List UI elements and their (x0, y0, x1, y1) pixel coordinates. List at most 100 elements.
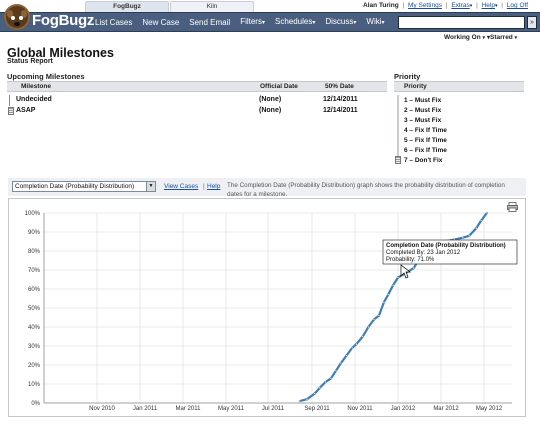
drag-handle[interactable] (8, 107, 14, 115)
print-icon[interactable] (507, 202, 518, 212)
y-tick-label: 60% (28, 287, 41, 293)
drag-handle[interactable] (9, 95, 14, 106)
chart-description: The Completion Date (Probability Distrib… (227, 182, 505, 198)
nav-wiki[interactable]: Wiki▾ (366, 17, 385, 26)
column-50-date: 50% Date (325, 83, 354, 90)
nav-schedules[interactable]: Schedules▾ (274, 17, 316, 26)
table-row[interactable]: ASAP (None) 12/14/2011 (7, 106, 387, 117)
x-tick-label: Jan 2011 (133, 406, 158, 412)
chevron-down-icon: ▾ (469, 3, 473, 9)
milestones-table-header: Milestone Official Date 50% Date (7, 81, 387, 92)
chevron-down-icon: ▾ (312, 20, 316, 26)
y-tick-label: 80% (28, 249, 41, 255)
star-icon: ▾ (487, 35, 491, 41)
series-line (299, 212, 488, 403)
x-tick-label: Mar 2012 (433, 406, 459, 412)
chevron-down-icon: ▾ (353, 20, 357, 26)
priority-item: 3 – Must Fix (404, 117, 442, 124)
tab-fogbugz[interactable]: FogBugz (85, 1, 169, 12)
y-tick-label: 40% (28, 325, 41, 331)
separator: | (476, 2, 478, 9)
priority-item: 5 – Fix If Time (404, 137, 447, 144)
log-off-link[interactable]: Log Off (506, 2, 528, 9)
nav-filters[interactable]: Filters▾ (240, 17, 265, 26)
tab-kiln[interactable]: Kiln (170, 1, 254, 12)
help-link[interactable]: Help (207, 183, 221, 190)
priority-table-header: Priority (394, 81, 524, 92)
data-point (367, 325, 370, 329)
data-point (334, 369, 338, 372)
separator: | (445, 2, 448, 9)
x-tick-label: Nov 2010 (89, 406, 115, 412)
y-tick-label: 100% (25, 211, 41, 217)
search-input[interactable] (398, 16, 525, 29)
milestone-half-date: 12/14/2011 (323, 107, 358, 114)
my-settings-link[interactable]: My Settings (408, 2, 442, 9)
y-tick-label: 70% (28, 268, 41, 274)
column-priority: Priority (404, 83, 427, 90)
tooltip-line: Probability: 71.0% (386, 257, 435, 263)
data-point (329, 377, 333, 380)
data-point (485, 211, 488, 215)
priority-drag-handle[interactable] (395, 156, 401, 164)
data-point (355, 343, 358, 346)
search-button[interactable]: » (527, 16, 537, 29)
chart-toolbar: Completion Date (Probability Distributio… (8, 178, 526, 198)
chevron-down-icon: ▾ (514, 35, 518, 41)
y-tick-label: 10% (28, 382, 41, 388)
priority-item: 6 – Fix If Time (404, 147, 447, 154)
table-row[interactable]: Undecided (None) 12/14/2011 (7, 95, 387, 106)
cursor-icon (400, 264, 412, 279)
data-point (480, 219, 483, 222)
sub-toolbar: Working On ▾ ▾Starred ▾ (0, 33, 540, 43)
data-point (318, 386, 321, 389)
y-tick-label: 20% (28, 363, 41, 369)
x-tick-label: May 2012 (476, 406, 503, 412)
data-point (412, 267, 415, 270)
chevron-down-icon: ▾ (261, 20, 265, 26)
extras-link[interactable]: Extras (451, 2, 470, 9)
x-tick-label: Jul 2011 (262, 406, 285, 412)
fogbugz-logo[interactable]: FogBugz (4, 4, 94, 32)
milestone-name: ASAP (16, 107, 36, 114)
nav-list-cases[interactable]: List Cases (95, 18, 133, 27)
kiwi-logo-icon (4, 4, 30, 30)
milestone-official-date: (None) (259, 107, 282, 114)
milestones-heading: Upcoming Milestones (7, 72, 85, 81)
chevron-down-icon: ▼ (146, 182, 155, 191)
separator: | (402, 2, 405, 9)
priority-item: 2 – Must Fix (404, 107, 442, 114)
milestone-half-date: 12/14/2011 (323, 96, 358, 103)
nav-new-case[interactable]: New Case (142, 18, 180, 27)
working-on-menu[interactable]: Working On ▾ (444, 34, 486, 41)
priority-item: 1 – Must Fix (404, 97, 442, 104)
y-tick-label: 50% (28, 306, 41, 312)
data-point (372, 318, 376, 321)
starred-menu[interactable]: ▾Starred ▾ (487, 34, 518, 41)
priority-item: 4 – Fix If Time (404, 127, 447, 134)
x-tick-label: Jan 2012 (391, 406, 416, 412)
view-cases-link[interactable]: View Cases (164, 183, 199, 190)
column-milestone: Milestone (21, 83, 51, 90)
data-point (305, 398, 309, 401)
chart-type-select[interactable]: Completion Date (Probability Distributio… (12, 181, 156, 192)
help-link[interactable]: Help (481, 2, 495, 9)
data-point (345, 354, 348, 357)
data-point (391, 284, 395, 287)
main-nav: FogBugz List Cases New Case Send Email F… (0, 4, 540, 32)
data-point (468, 234, 471, 237)
chevron-down-icon: ▾ (482, 35, 486, 41)
data-point (377, 314, 381, 317)
nav-send-email[interactable]: Send Email (189, 18, 231, 27)
page-title: Global Milestones (7, 46, 114, 60)
data-point (298, 400, 302, 403)
tooltip-box (382, 239, 518, 265)
data-point (461, 236, 464, 239)
milestone-official-date: (None) (259, 96, 282, 103)
nav-discuss[interactable]: Discuss▾ (325, 17, 357, 26)
x-tick-label: Nov 2011 (347, 406, 373, 412)
user-links: Alan Turing | My Settings | Extras▾ | He… (363, 2, 528, 9)
data-point (396, 276, 400, 279)
product-tab-bar: FogBugz Kiln Alan Turing | My Settings |… (0, 0, 540, 12)
